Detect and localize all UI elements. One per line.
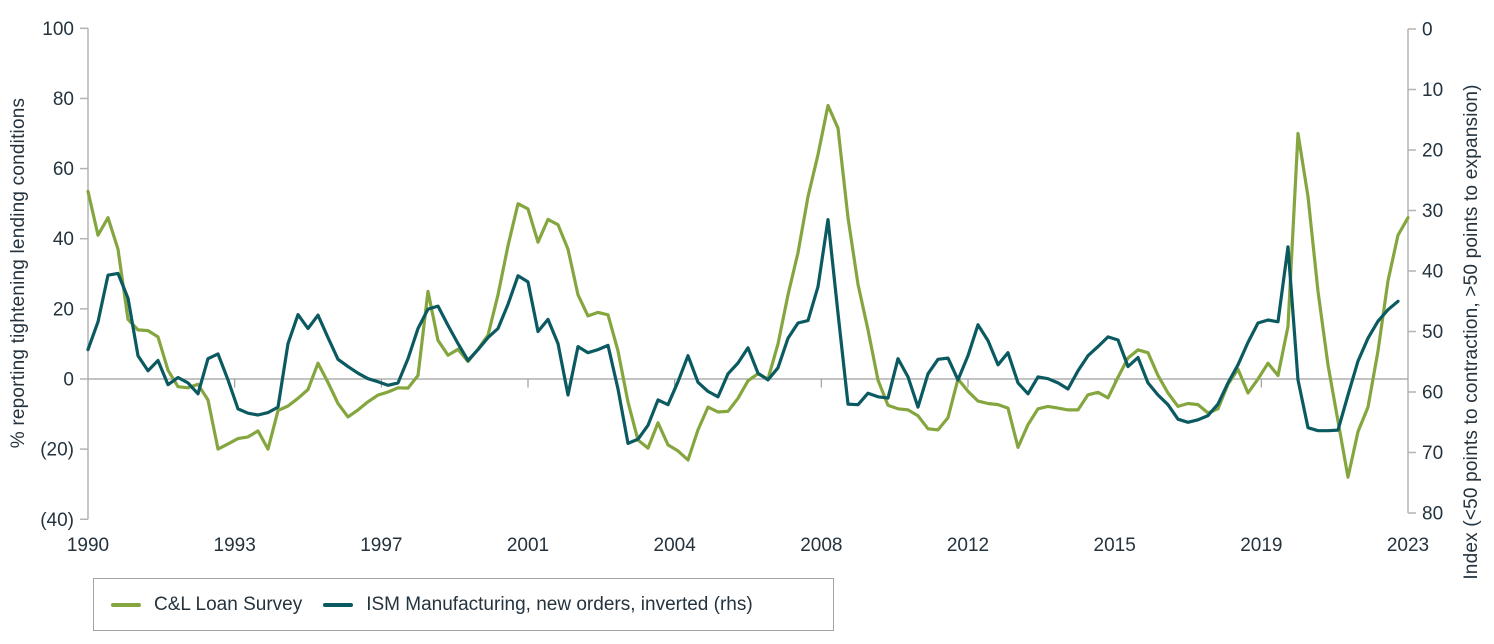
left-axis-tick-label: 100 <box>42 19 74 40</box>
left-axis-tick-label: 20 <box>53 299 74 320</box>
left-axis-tick-label: 0 <box>63 370 74 391</box>
right-axis-tick-label: 0 <box>1422 20 1433 41</box>
chart-legend: C&L Loan Survey ISM Manufacturing, new o… <box>93 578 834 631</box>
x-axis-year-label: 1990 <box>67 535 109 556</box>
legend-item-ism-manufacturing: ISM Manufacturing, new orders, inverted … <box>323 594 753 616</box>
right-axis-tick-label: 70 <box>1422 443 1443 464</box>
x-axis-year-label: 1997 <box>360 535 402 556</box>
right-axis-tick-label: 60 <box>1422 383 1443 404</box>
right-axis-tick-label: 10 <box>1422 80 1443 101</box>
legend-label: ISM Manufacturing, new orders, inverted … <box>366 593 753 615</box>
right-axis-tick-label: 20 <box>1422 141 1443 162</box>
legend-label: C&L Loan Survey <box>154 593 303 615</box>
right-axis-tick-label: 50 <box>1422 322 1443 343</box>
series-line-cl-loan-survey <box>86 103 1410 479</box>
series-layer <box>86 103 1410 479</box>
x-axis-year-label: 2004 <box>654 535 697 556</box>
left-axis-tick-label: 40 <box>53 229 74 250</box>
x-axis-year-label: 2015 <box>1094 535 1136 556</box>
x-axis-year-label: 2012 <box>947 535 989 556</box>
x-axis-year-label: 2001 <box>507 535 549 556</box>
x-axis-year-label: 2023 <box>1387 535 1429 556</box>
series-line-ism-manufacturing <box>86 218 1400 445</box>
x-axis-year-label: 2008 <box>800 535 842 556</box>
left-axis-tick-label: 80 <box>53 89 74 110</box>
legend-item-cl-loan-survey: C&L Loan Survey <box>111 594 302 616</box>
legend-swatch-green <box>111 602 141 607</box>
left-axis-tick-label: (20) <box>40 440 74 461</box>
left-axis-tick-label: 60 <box>53 159 74 180</box>
right-axis-tick-label: 80 <box>1422 504 1443 525</box>
x-axis-year-label: 2019 <box>1240 535 1282 556</box>
axes-layer: 100 80 60 40 20 0 (20) (40) 0 10 20 30 40 50 60 70 80 199… <box>40 19 1443 556</box>
right-axis-tick-label: 30 <box>1422 201 1443 222</box>
x-axis-year-label: 1993 <box>214 535 256 556</box>
right-axis-tick-label: 40 <box>1422 262 1443 283</box>
left-axis-title: % reporting tightening lending condition… <box>8 98 29 448</box>
left-axis-tick-label: (40) <box>40 510 74 531</box>
legend-swatch-teal <box>323 602 354 607</box>
right-axis-title: Index (<50 points to contraction, >50 po… <box>1461 84 1482 579</box>
